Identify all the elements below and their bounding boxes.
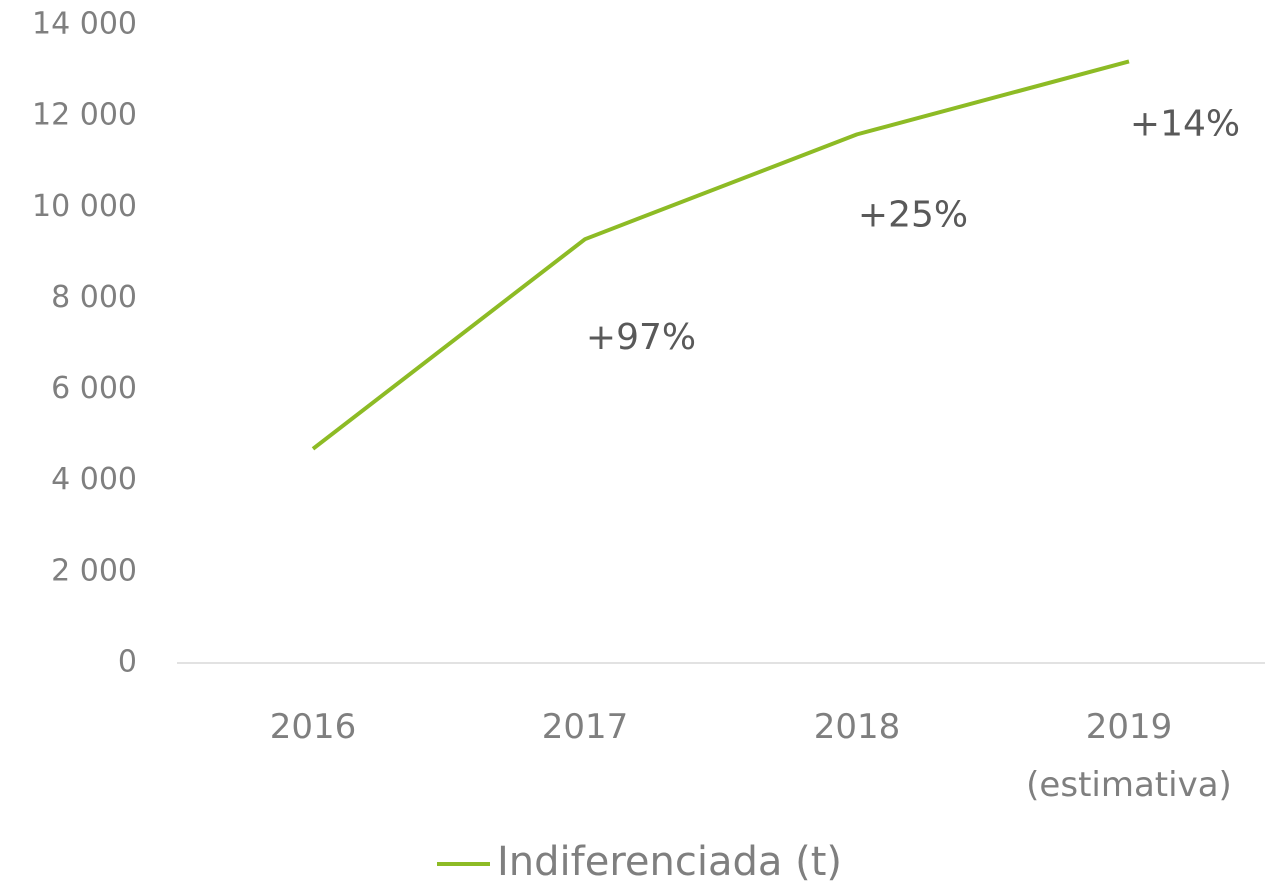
x-tick-label: 2017 <box>541 707 629 747</box>
x-tick-label: 2019 (estimativa) <box>1026 707 1232 805</box>
y-tick-label: 0 <box>118 645 137 680</box>
x-tick-label: 2016 <box>269 707 357 747</box>
y-tick-label: 4 000 <box>51 462 137 497</box>
y-tick-label: 2 000 <box>51 553 137 588</box>
legend-label: Indiferenciada (t) <box>497 839 842 885</box>
annotation: +25% <box>858 194 968 235</box>
y-tick-label: 10 000 <box>32 189 137 224</box>
y-tick-label: 12 000 <box>32 98 137 133</box>
annotation: +97% <box>586 317 696 358</box>
y-tick-label: 14 000 <box>32 7 137 42</box>
annotation: +14% <box>1130 103 1240 144</box>
x-tick-label: 2018 <box>813 707 901 747</box>
data-line <box>311 59 1130 451</box>
y-tick-label: 8 000 <box>51 280 137 315</box>
y-tick-label: 6 000 <box>51 371 137 406</box>
